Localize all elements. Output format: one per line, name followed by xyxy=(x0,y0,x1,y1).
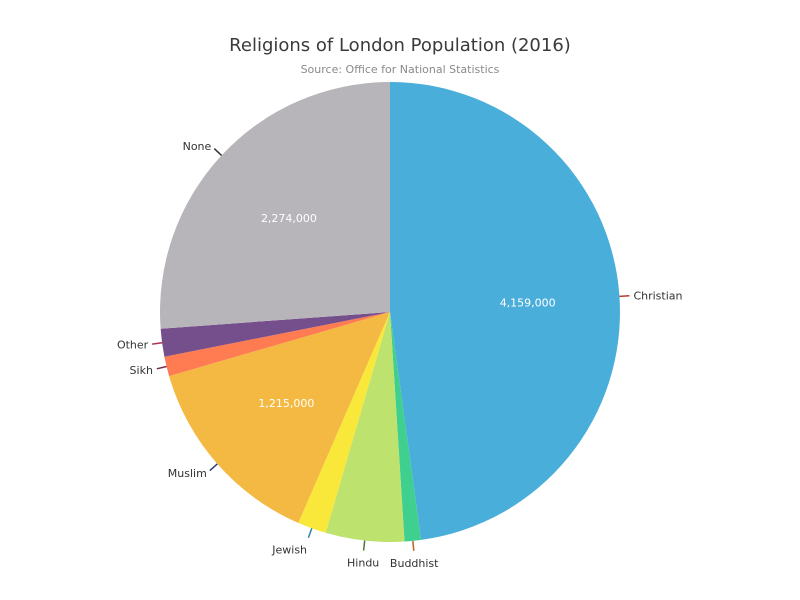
chart-subtitle: Source: Office for National Statistics xyxy=(301,63,500,76)
leader-line-other xyxy=(152,342,163,345)
slice-label-christian: Christian xyxy=(633,289,682,302)
slice-label-sikh: Sikh xyxy=(130,364,153,377)
pie-slice-other xyxy=(160,312,390,357)
leader-lines xyxy=(152,148,630,551)
pie-slice-buddhist xyxy=(390,312,422,542)
slice-label-jewish: Jewish xyxy=(271,543,307,556)
chart-title: Religions of London Population (2016) xyxy=(229,35,571,56)
leader-line-jewish xyxy=(307,528,313,538)
leader-line-hindu xyxy=(362,540,366,551)
pie-slices xyxy=(159,82,620,542)
leader-line-christian xyxy=(619,295,630,298)
slice-label-none: None xyxy=(183,140,212,153)
leader-line-none xyxy=(213,148,223,156)
value-label-none: 2,274,000 xyxy=(261,212,317,225)
pie-slice-hindu xyxy=(325,312,405,542)
value-labels: 4,159,000 1,215,000 2,274,000 xyxy=(258,212,555,410)
pie-slice-muslim xyxy=(169,312,390,523)
value-label-christian: 4,159,000 xyxy=(500,297,556,310)
slice-label-muslim: Muslim xyxy=(168,467,207,480)
pie-slice-sikh xyxy=(164,312,390,377)
slice-label-buddhist: Buddhist xyxy=(390,557,439,570)
slice-label-other: Other xyxy=(117,339,149,352)
pie-slice-none xyxy=(159,82,390,329)
value-label-muslim: 1,215,000 xyxy=(258,397,314,410)
leader-line-buddhist xyxy=(412,540,415,551)
leader-line-muslim xyxy=(209,463,218,472)
slice-label-hindu: Hindu xyxy=(347,557,379,570)
slice-labels: Christian Buddhist Hindu Jewish Muslim Sikh Ot… xyxy=(117,140,683,570)
pie-slice-christian xyxy=(390,82,620,540)
pie-slice-jewish xyxy=(298,312,390,533)
leader-line-sikh xyxy=(156,365,167,370)
